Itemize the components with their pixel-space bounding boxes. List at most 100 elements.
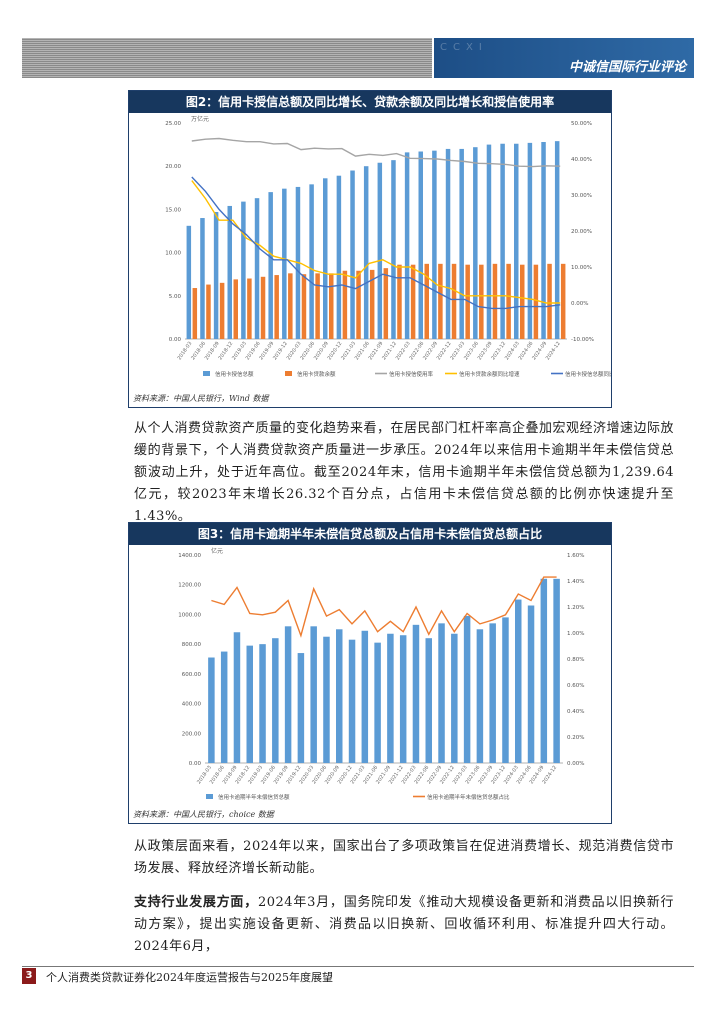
header-title: 中诚信国际行业评论	[568, 60, 686, 75]
y-right-tick-label: 0.00%	[571, 301, 588, 307]
bar-信用卡贷款余额	[315, 273, 320, 339]
bar-信用卡逾期半年未偿信贷总额	[476, 629, 484, 763]
bar-信用卡贷款余额	[192, 288, 198, 339]
legend-label: 信用卡逾期半年未偿信贷总额占比	[427, 793, 510, 801]
legend-swatch	[203, 371, 210, 376]
bar-信用卡逾期半年未偿信贷总额	[553, 578, 560, 763]
bar-信用卡逾期半年未偿信贷总额	[323, 636, 330, 763]
bar-信用卡授信总额	[186, 225, 192, 339]
bar-信用卡贷款余额	[424, 263, 429, 339]
bar-信用卡贷款余额	[410, 264, 416, 339]
y-left-tick-label: 15.00	[165, 207, 181, 213]
y-right-tick-label: 10.00%	[571, 265, 592, 271]
bar-信用卡授信总额	[268, 192, 273, 339]
y-unit-label: 亿元	[211, 547, 223, 555]
bar-信用卡授信总额	[527, 142, 533, 339]
footer-title: 个人消费类贷款证券化2024年度运营报告与2025年度展望	[46, 971, 333, 984]
figure-3: 图3：信用卡逾期半年未偿信贷总额及占信用卡未偿信贷总额占比 0.00 200.00…	[128, 522, 612, 824]
bar-信用卡授信总额	[241, 201, 246, 339]
y-right-tick-label: 30.00%	[571, 193, 592, 199]
bar-信用卡贷款余额	[369, 269, 375, 339]
figure-2-source: 资料来源：中国人民银行，Wind 数据	[133, 394, 269, 403]
bar-信用卡逾期半年未偿信贷总额	[374, 642, 381, 763]
bar-信用卡逾期半年未偿信贷总额	[348, 639, 356, 763]
page-number: 3	[22, 968, 36, 984]
y-left-tick-label: 25.00	[165, 121, 181, 127]
bar-信用卡逾期半年未偿信贷总额	[502, 617, 509, 763]
y-right-tick-label: 0.60%	[567, 683, 584, 689]
y-left-tick-label: 5.00	[169, 294, 182, 300]
bar-信用卡授信总额	[309, 184, 314, 339]
legend-label: 信用卡授信总额同比增速	[565, 370, 611, 378]
header-logo-deco: CCXI	[440, 42, 488, 53]
footer-divider	[22, 966, 694, 967]
bar-信用卡贷款余额	[451, 263, 457, 339]
y-right-tick-label: 50.00%	[571, 121, 592, 127]
legend-label: 信用卡逾期半年未偿信贷总额	[218, 793, 290, 801]
bar-信用卡逾期半年未偿信贷总额	[438, 623, 445, 763]
bar-信用卡授信总额	[363, 166, 369, 339]
bar-信用卡贷款余额	[560, 263, 566, 339]
bar-信用卡逾期半年未偿信贷总额	[233, 632, 241, 763]
y-right-tick-label: 0.00%	[567, 761, 584, 767]
bar-信用卡授信总额	[541, 142, 546, 339]
bar-信用卡贷款余额	[301, 274, 307, 339]
figure-3-chart: 0.00 200.00 400.00 600.00 800.00 1000.00 1200.…	[178, 547, 584, 801]
bar-信用卡授信总额	[227, 205, 232, 339]
bar-信用卡逾期半年未偿信贷总额	[284, 626, 292, 763]
bar-信用卡逾期半年未偿信贷总额	[412, 624, 420, 763]
bar-信用卡逾期半年未偿信贷总额	[297, 653, 305, 763]
legend-label: 信用卡贷款余额同比增速	[459, 370, 520, 378]
bar-信用卡逾期半年未偿信贷总额	[259, 644, 266, 763]
legend-label: 信用卡贷款余额	[297, 370, 336, 378]
y-left-tick-label: 20.00	[165, 164, 181, 170]
bar-信用卡授信总额	[350, 170, 355, 339]
bar-信用卡贷款余额	[247, 278, 252, 339]
y-left-tick-label: 800.00	[182, 642, 202, 648]
bar-信用卡授信总额	[323, 178, 328, 339]
y-left-tick-label: 400.00	[182, 702, 202, 708]
y-left-tick-label: 600.00	[182, 672, 202, 678]
y-right-tick-label: 0.20%	[567, 735, 584, 741]
bar-信用卡授信总额	[432, 150, 437, 339]
bar-信用卡贷款余额	[383, 268, 389, 339]
bar-信用卡逾期半年未偿信贷总额	[387, 633, 394, 763]
bar-信用卡逾期半年未偿信贷总额	[515, 599, 522, 763]
bar-信用卡逾期半年未偿信贷总额	[336, 629, 343, 763]
y-right-tick-label: 40.00%	[571, 157, 592, 163]
bar-信用卡授信总额	[445, 148, 451, 339]
bar-信用卡逾期半年未偿信贷总额	[310, 626, 317, 763]
bar-信用卡逾期半年未偿信贷总额	[540, 578, 548, 763]
figure-2-caption: 图2：信用卡授信总额及同比增长、贷款余额及同比增长和授信使用率	[129, 91, 611, 113]
y-right-tick-label: 1.00%	[567, 631, 584, 637]
legend-swatch	[206, 794, 213, 799]
bar-信用卡贷款余额	[206, 284, 211, 339]
bar-信用卡贷款余额	[492, 263, 498, 339]
y-right-tick-label: 1.40%	[567, 579, 584, 585]
bar-信用卡逾期半年未偿信贷总额	[220, 651, 228, 763]
bar-信用卡贷款余额	[260, 276, 266, 339]
y-right-tick-label: 1.20%	[567, 605, 584, 611]
bar-信用卡贷款余额	[465, 264, 470, 339]
y-right-tick-label: -10.00%	[571, 337, 594, 343]
legend-label: 信用卡授信使用率	[389, 370, 434, 378]
y-right-tick-label: 1.60%	[567, 553, 584, 559]
bar-信用卡贷款余额	[438, 263, 443, 339]
line-信用卡贷款余额同比增速	[191, 180, 561, 304]
y-left-tick-label: 200.00	[182, 731, 202, 737]
bar-信用卡逾期半年未偿信贷总额	[399, 635, 407, 763]
header-title-block: CCXI 中诚信国际行业评论	[432, 38, 694, 78]
body-paragraph-3: 支持行业发展方面，2024年3月，国务院印发《推动大规模设备更新和消费品以旧换新…	[134, 892, 674, 954]
bar-信用卡授信总额	[473, 147, 478, 339]
bar-信用卡授信总额	[282, 188, 287, 339]
figure-3-caption: 图3：信用卡逾期半年未偿信贷总额及占信用卡未偿信贷总额占比	[129, 523, 611, 545]
bar-信用卡授信总额	[377, 162, 383, 339]
bar-信用卡贷款余额	[288, 273, 293, 339]
bar-信用卡贷款余额	[342, 270, 348, 339]
bar-信用卡授信总额	[514, 143, 519, 339]
bar-信用卡贷款余额	[547, 263, 552, 339]
bar-信用卡逾期半年未偿信贷总额	[272, 638, 279, 763]
bar-信用卡授信总额	[404, 152, 410, 339]
paragraph-3-lead: 支持行业发展方面，	[134, 895, 258, 910]
line-信用卡授信使用率	[191, 137, 561, 168]
